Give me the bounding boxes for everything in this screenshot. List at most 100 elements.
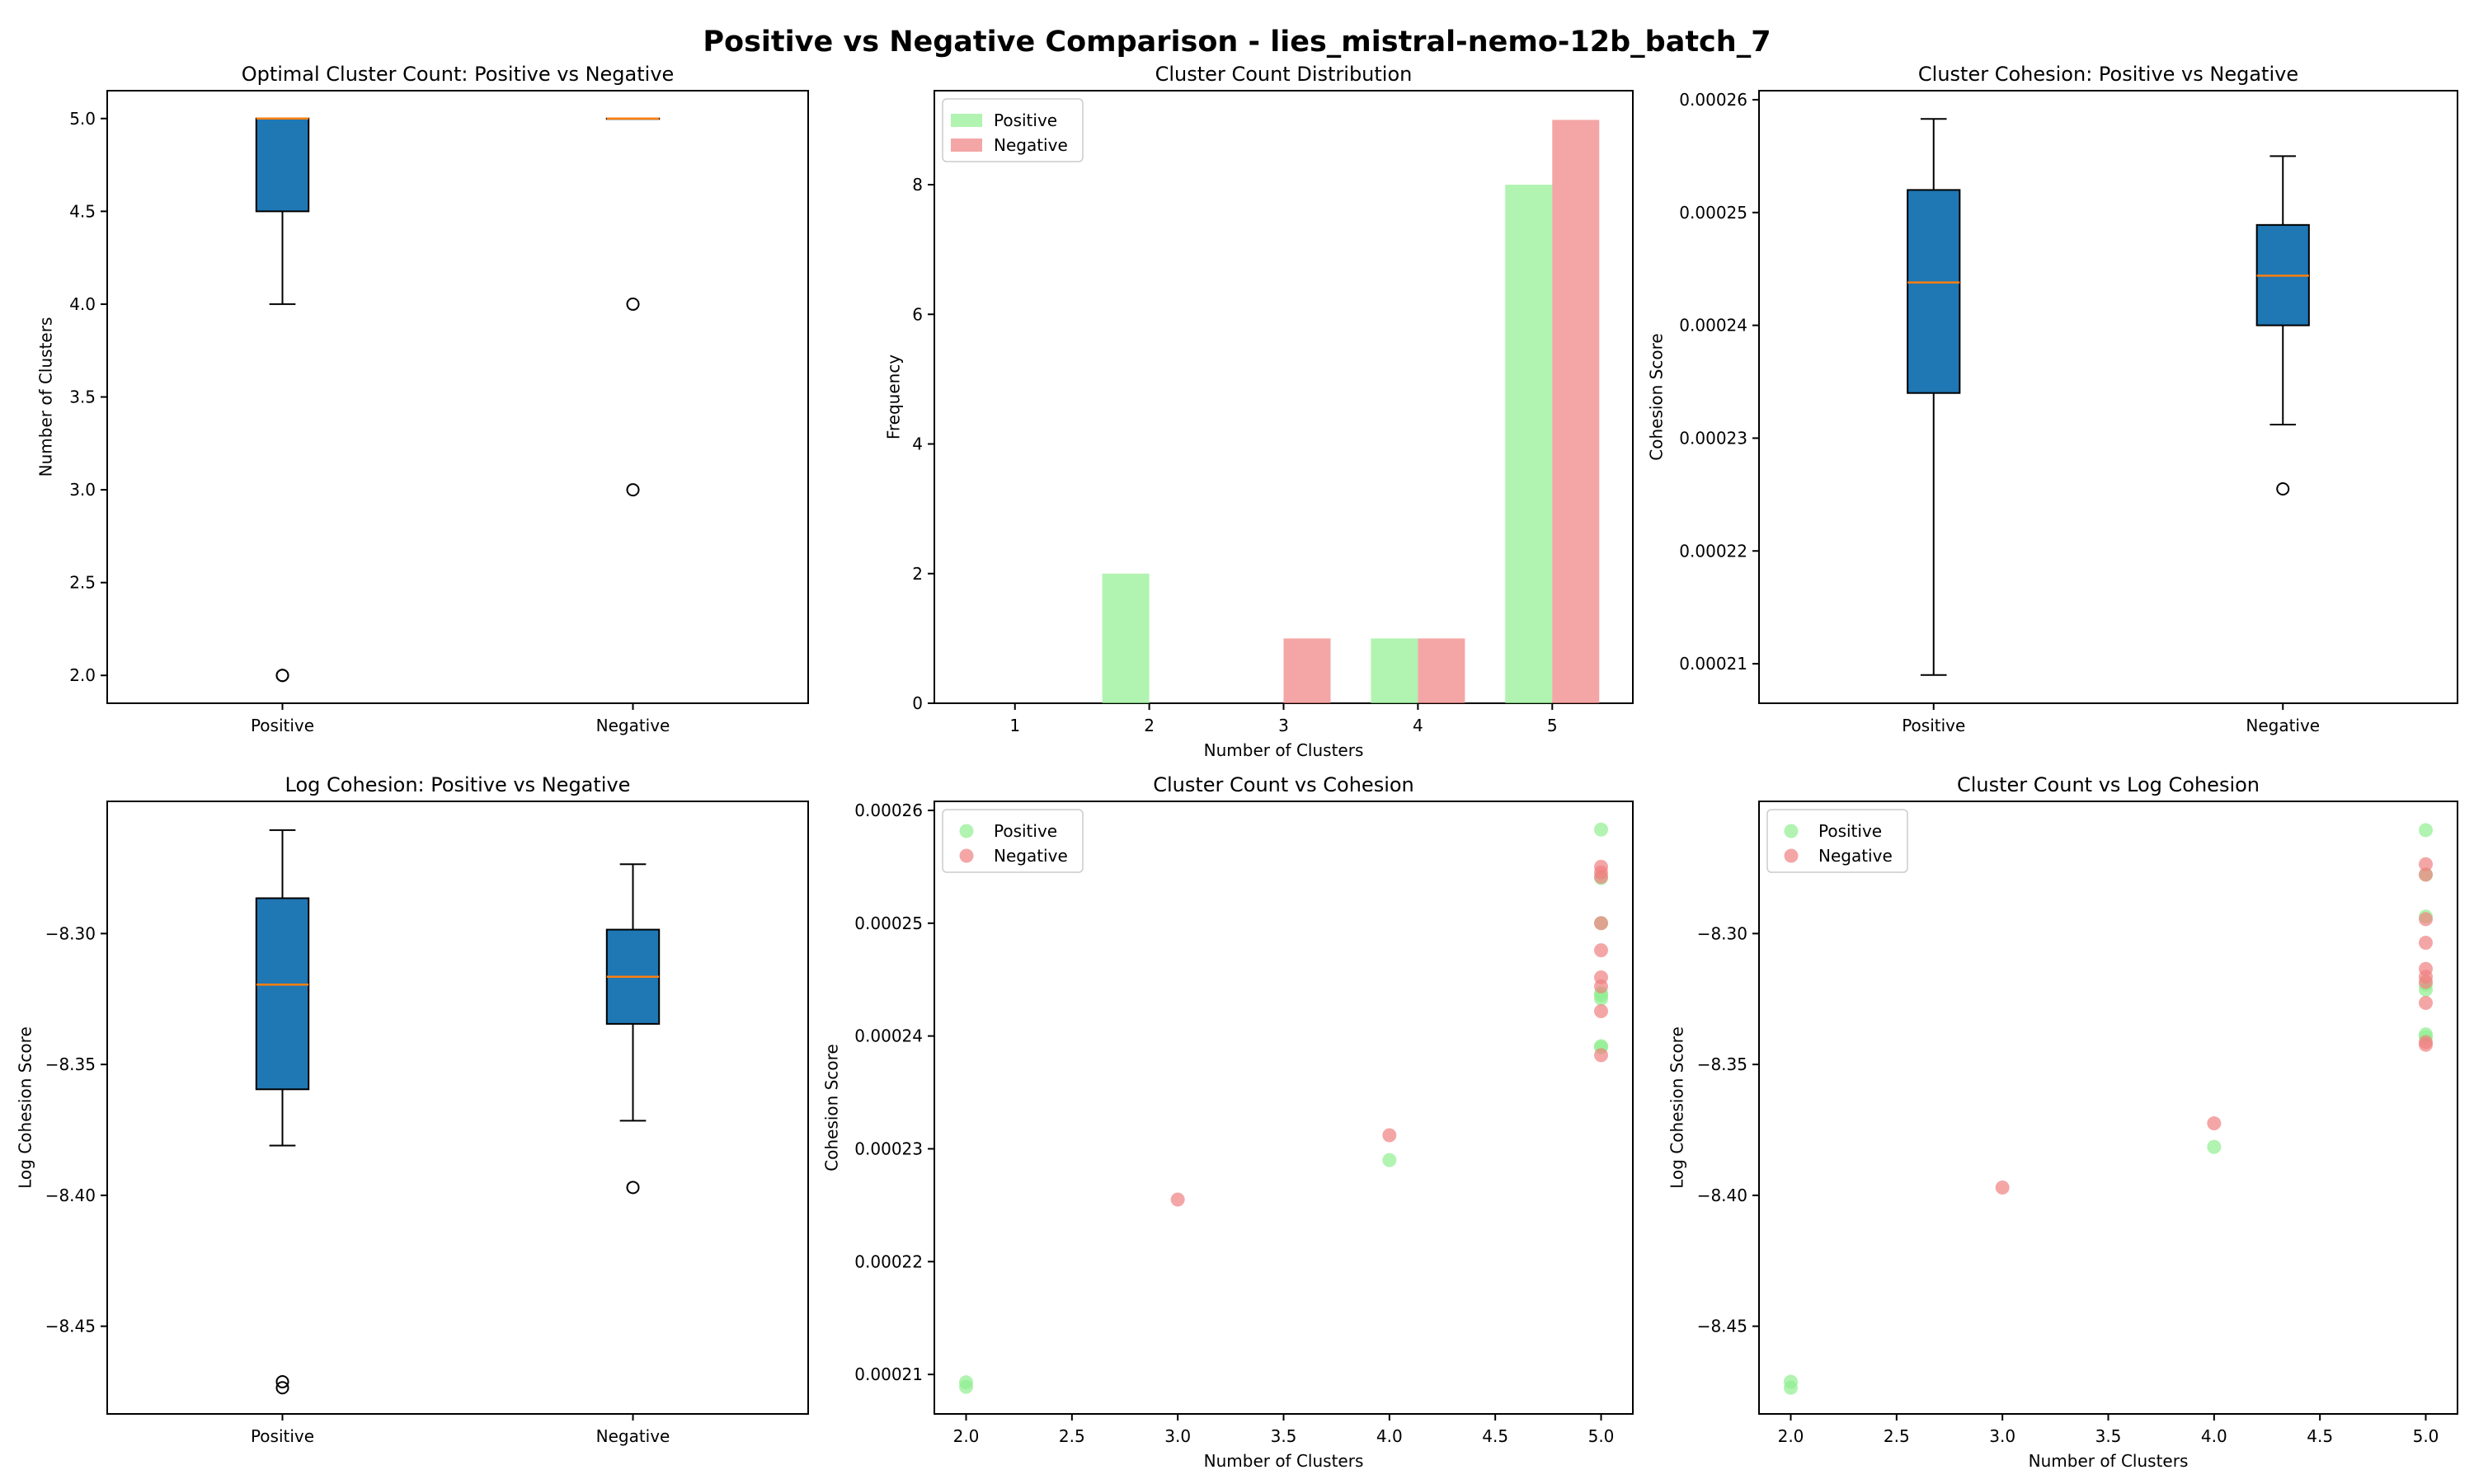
scatter-series-positive xyxy=(959,822,1608,1394)
scatter-point xyxy=(959,1379,973,1394)
y-tick-label: 2.0 xyxy=(69,665,96,685)
box-negative xyxy=(605,117,661,497)
scatter-point xyxy=(1594,1048,1608,1063)
x-tick-label: 4.5 xyxy=(1482,1426,1508,1446)
x-tick-label: Negative xyxy=(2246,716,2320,735)
legend-label: Negative xyxy=(994,135,1068,155)
x-tick-label: Positive xyxy=(1902,716,1965,735)
legend-marker xyxy=(1784,824,1799,838)
y-tick-label: −8.40 xyxy=(45,1186,96,1205)
y-tick-label: 2.5 xyxy=(69,573,96,593)
plot-frame xyxy=(106,90,809,704)
plot-frame xyxy=(1758,90,2458,704)
legend-marker xyxy=(959,848,974,863)
panel-title: Cluster Count vs Log Cohesion xyxy=(1957,773,2260,796)
x-tick-label: 4.0 xyxy=(1376,1426,1403,1446)
box-negative xyxy=(605,863,661,1195)
scatter-point xyxy=(1594,979,1608,993)
y-tick-label: 2 xyxy=(912,564,923,584)
x-tick-label: 1 xyxy=(1009,716,1020,735)
panel-title: Log Cohesion: Positive vs Negative xyxy=(285,773,631,796)
legend-marker xyxy=(959,824,974,838)
y-tick-label: −8.45 xyxy=(1697,1317,1747,1336)
y-tick-label: 0.00021 xyxy=(1679,654,1747,674)
scatter-point xyxy=(1382,1128,1397,1143)
y-tick-label: 0.00023 xyxy=(1679,428,1747,448)
bar xyxy=(1102,573,1150,703)
outlier-point xyxy=(626,297,640,311)
y-tick-label: 6 xyxy=(912,304,923,324)
scatter-series-negative xyxy=(1995,857,2433,1195)
x-tick-label: 5.0 xyxy=(1588,1426,1615,1446)
scatter-point xyxy=(2419,823,2433,838)
y-tick-label: 0.00023 xyxy=(854,1139,923,1158)
x-tick-label: Negative xyxy=(596,716,670,735)
scatter-point xyxy=(1594,1004,1608,1019)
y-axis-label: Frequency xyxy=(884,355,904,439)
legend-swatch xyxy=(951,114,982,127)
chart-p5: 0.00021 0.00022 0.00023 0.00024 0.00025 0.000… xyxy=(822,773,1634,1471)
y-tick-label: 4.0 xyxy=(69,294,96,314)
y-tick-label: 0.00024 xyxy=(854,1026,923,1046)
plot-frame xyxy=(106,801,809,1415)
scatter-point xyxy=(2207,1139,2222,1154)
bar xyxy=(1283,638,1331,703)
y-tick-label: 0.00026 xyxy=(854,801,923,820)
y-tick-label: 3.5 xyxy=(69,387,96,407)
x-tick-label: 4.0 xyxy=(2201,1426,2227,1446)
legend-box xyxy=(1766,809,1908,873)
y-tick-label: 0.00021 xyxy=(854,1364,923,1384)
x-tick-label: 2.0 xyxy=(1778,1426,1804,1446)
y-tick-label: −8.45 xyxy=(45,1317,96,1336)
legend-label: Negative xyxy=(1818,846,1893,866)
panel-title: Optimal Cluster Count: Positive vs Negat… xyxy=(242,63,675,86)
scatter-point xyxy=(2419,912,2433,927)
y-axis-label: Cohesion Score xyxy=(1647,333,1667,460)
chart-p4: −8.45 −8.40 −8.35 −8.30 Positive Negative Log … xyxy=(16,773,809,1446)
x-tick-label: Negative xyxy=(596,1426,670,1446)
scatter-point xyxy=(2419,974,2433,989)
x-tick-label: Positive xyxy=(251,1426,314,1446)
outlier-point xyxy=(626,483,640,497)
scatter-point xyxy=(1594,822,1608,837)
figure-suptitle: Positive vs Negative Comparison - lies_m… xyxy=(703,26,1771,59)
plot-frame xyxy=(934,801,1634,1415)
box-positive xyxy=(1907,118,1961,676)
y-tick-label: 0.00025 xyxy=(1679,203,1747,223)
y-tick-label: −8.30 xyxy=(45,923,96,943)
y-tick-label: −8.40 xyxy=(1697,1186,1747,1205)
x-tick-label: 5 xyxy=(1547,716,1558,735)
iqr-box xyxy=(255,897,310,1091)
y-axis-label: Cohesion Score xyxy=(822,1044,842,1171)
x-tick-label: 2.5 xyxy=(1884,1426,1910,1446)
x-tick-label: 2.0 xyxy=(953,1426,980,1446)
y-tick-label: 3.0 xyxy=(69,480,96,500)
bar-series-negative xyxy=(1283,120,1600,703)
bar-series-positive xyxy=(1102,185,1553,703)
x-tick-label: 2.5 xyxy=(1059,1426,1085,1446)
y-tick-label: 0 xyxy=(912,693,923,713)
outlier-point xyxy=(275,1381,289,1395)
chart-p1: 2.0 2.5 3.0 3.5 4.0 4.5 5.0 Positive Negative Opt… xyxy=(36,63,809,735)
y-tick-label: −8.30 xyxy=(1697,923,1747,943)
y-axis-label: Number of Clusters xyxy=(36,317,56,477)
legend-label: Positive xyxy=(994,110,1057,130)
outlier-point xyxy=(626,1181,640,1195)
panel-title: Cluster Count vs Cohesion xyxy=(1153,773,1414,796)
x-tick-label: Positive xyxy=(251,716,314,735)
x-axis-label: Number of Clusters xyxy=(2029,1451,2189,1471)
scatter-point xyxy=(2419,935,2433,950)
scatter-series-positive xyxy=(1784,823,2433,1395)
scatter-point xyxy=(1594,943,1608,958)
y-tick-label: 0.00022 xyxy=(1679,541,1747,561)
x-tick-label: 3.5 xyxy=(1271,1426,1297,1446)
legend-label: Positive xyxy=(1818,821,1882,841)
y-tick-label: −8.35 xyxy=(45,1054,96,1074)
box-negative xyxy=(2255,155,2310,496)
legend-box xyxy=(942,809,1084,873)
bar xyxy=(1371,638,1418,703)
x-tick-label: 3.5 xyxy=(2095,1426,2122,1446)
scatter-point xyxy=(1784,1380,1798,1395)
scatter-point xyxy=(1594,991,1608,1006)
